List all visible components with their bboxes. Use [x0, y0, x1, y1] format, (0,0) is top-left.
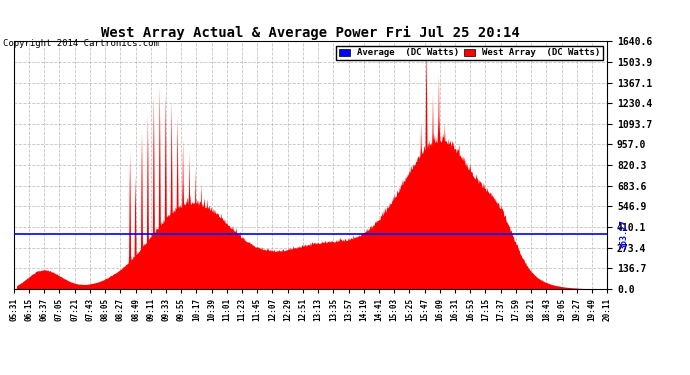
Text: 363.27: 363.27: [0, 219, 1, 249]
Legend: Average  (DC Watts), West Array  (DC Watts): Average (DC Watts), West Array (DC Watts…: [336, 46, 602, 60]
Title: West Array Actual & Average Power Fri Jul 25 20:14: West Array Actual & Average Power Fri Ju…: [101, 26, 520, 40]
Text: 363.27: 363.27: [620, 219, 629, 249]
Text: Copyright 2014 Cartronics.com: Copyright 2014 Cartronics.com: [3, 39, 159, 48]
